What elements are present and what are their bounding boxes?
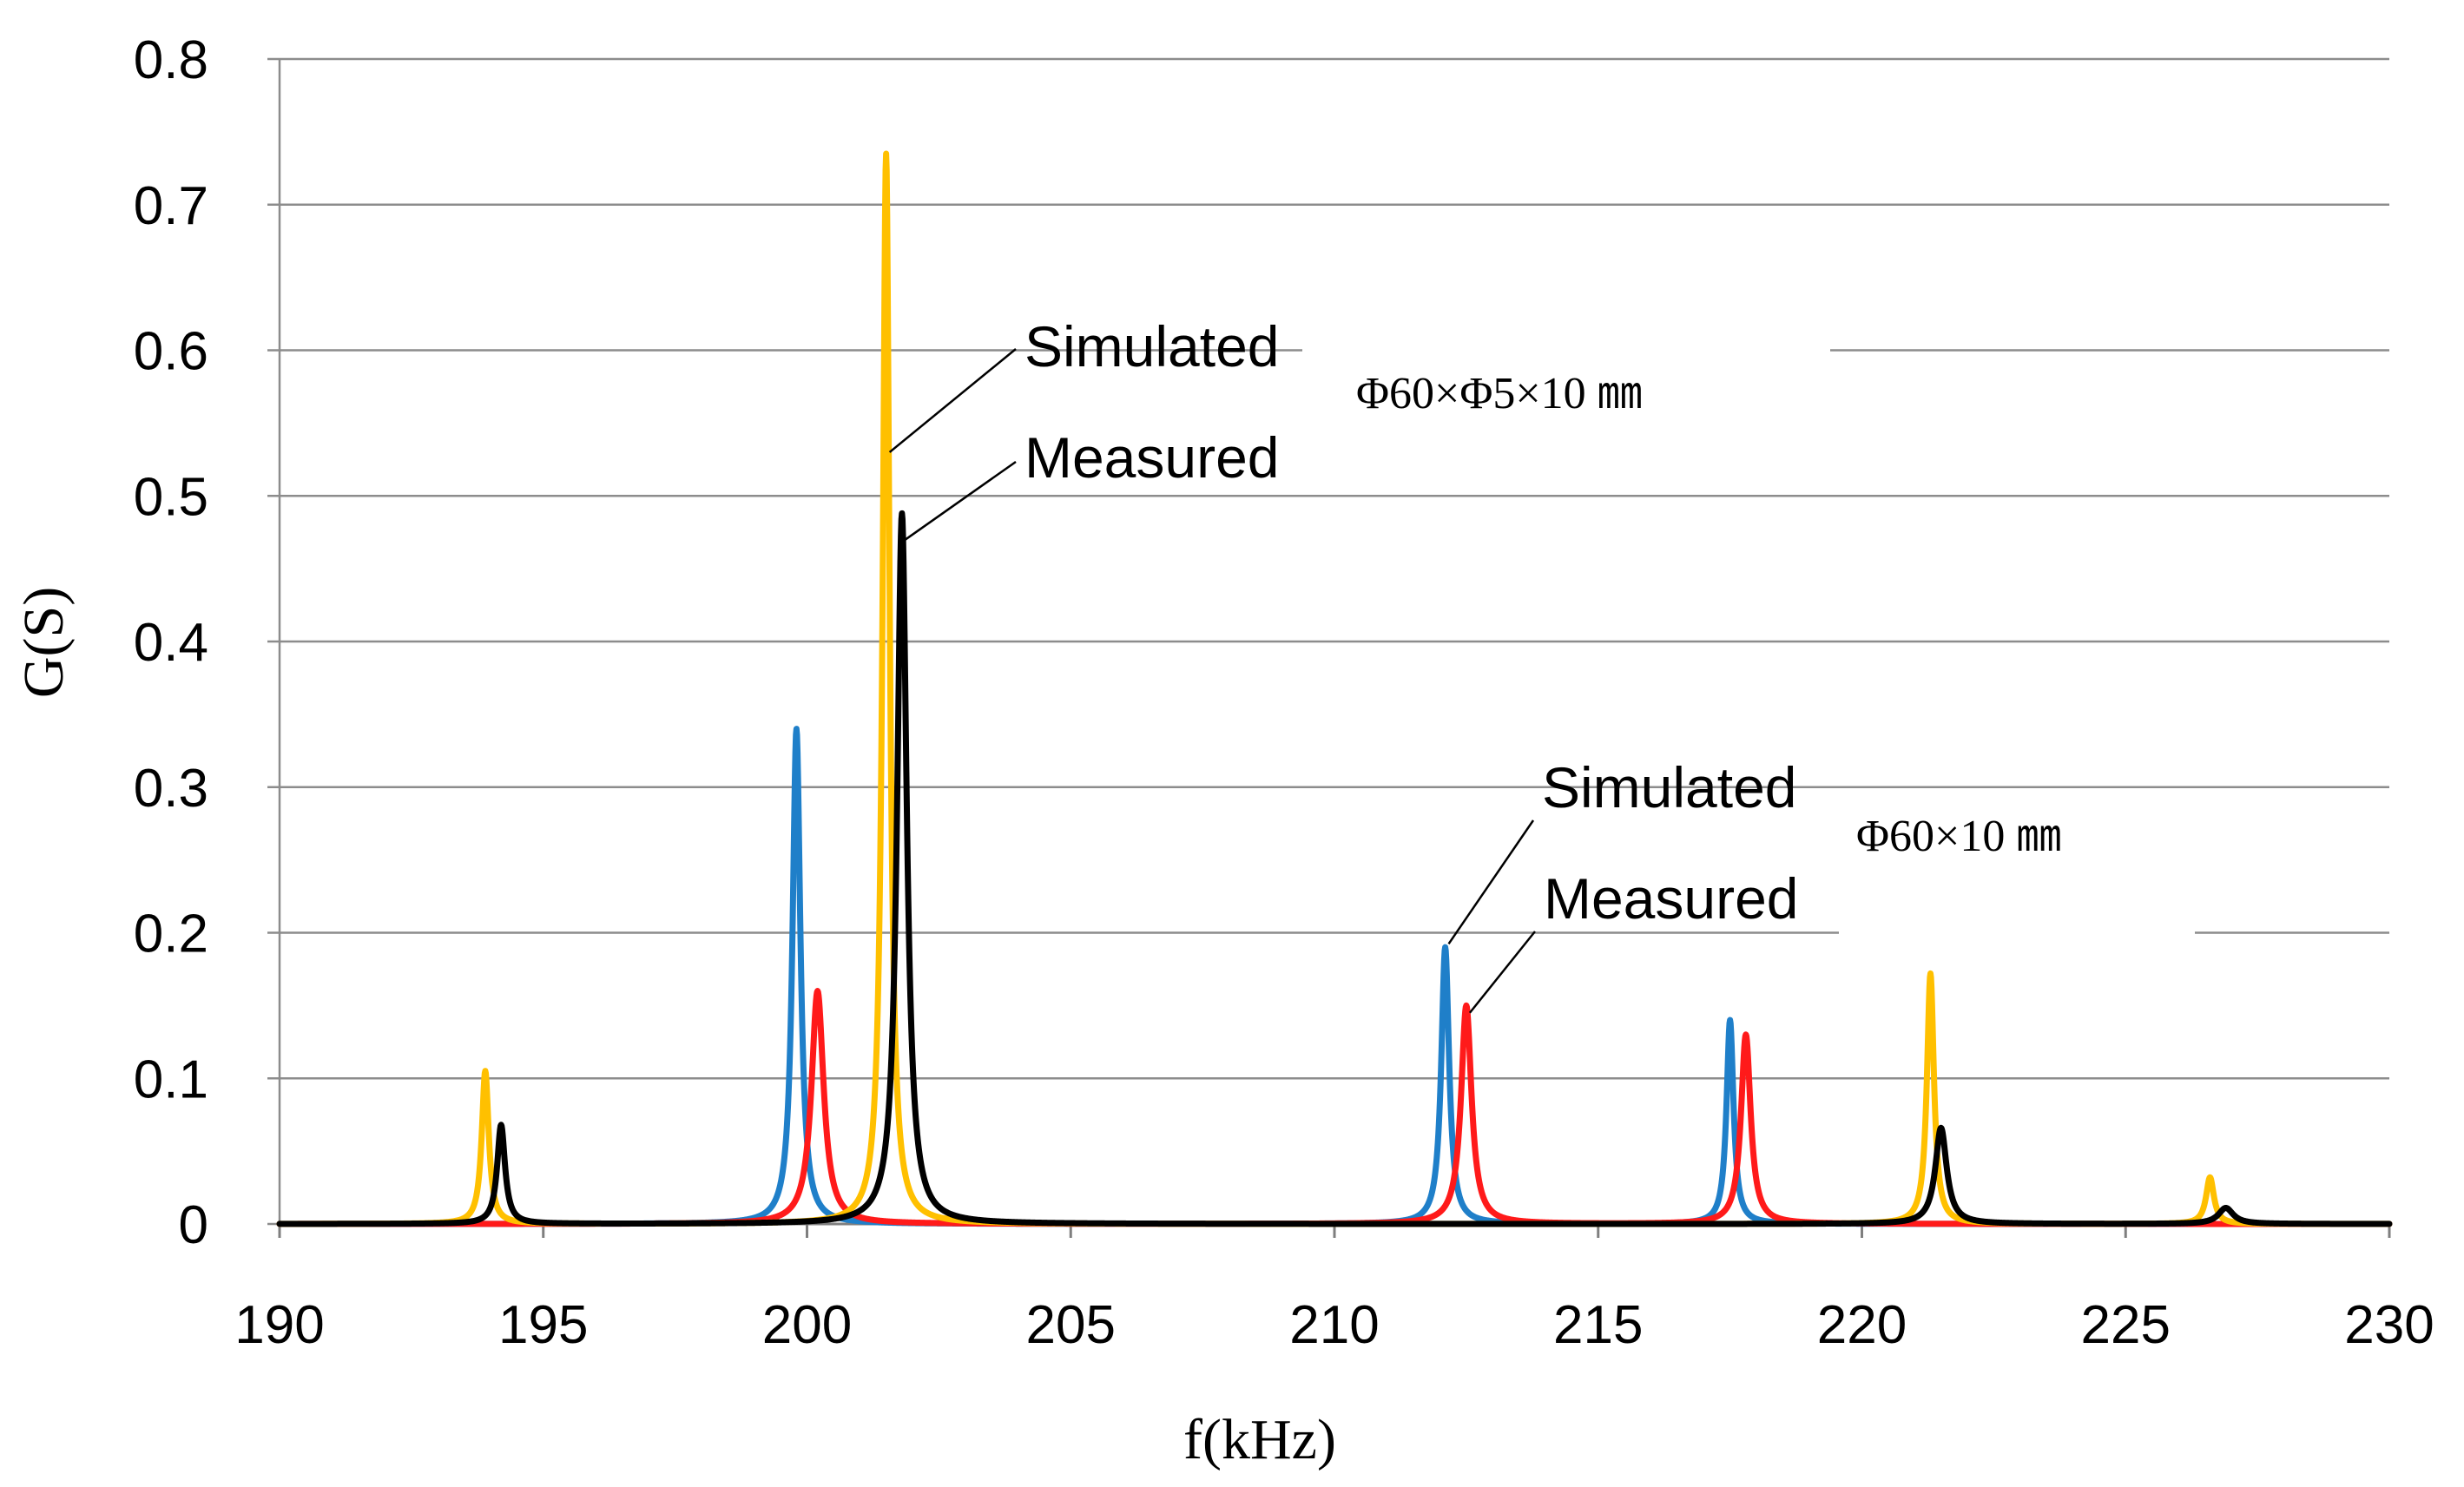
y-tick-label: 0.2 xyxy=(134,905,208,964)
series-line-1 xyxy=(276,726,2393,1227)
y-tick-label: 0.5 xyxy=(134,467,208,527)
x-axis-title: f(kHz) xyxy=(1183,1408,1336,1471)
x-tick-label: 200 xyxy=(762,1295,852,1355)
series-line-3 xyxy=(276,150,2393,1227)
y-tick-label: 0 xyxy=(179,1195,208,1255)
y-tick-label: 0.6 xyxy=(134,322,208,382)
x-tick-label: 205 xyxy=(1026,1295,1116,1355)
y-tick-label: 0.4 xyxy=(134,613,208,673)
annotation-dimension-1: Φ60×Φ5×10 ㎜ xyxy=(1356,369,1643,418)
annotation-measured-1: Measured xyxy=(1024,425,1280,490)
series-line-2 xyxy=(276,988,2393,1227)
series xyxy=(276,150,2393,1227)
axes: 0 0.1 0.2 0.3 0.4 0.5 0.6 0.7 0.8 190 195 200 205 210… xyxy=(12,30,2434,1471)
annotation-measured-2: Measured xyxy=(1544,866,1799,931)
y-tick-label: 0.3 xyxy=(134,759,208,819)
x-tick-label: 215 xyxy=(1553,1295,1643,1355)
x-tick-label: 225 xyxy=(2081,1295,2171,1355)
annotation-simulated-2: Simulated xyxy=(1542,755,1797,819)
y-tick-label: 0.1 xyxy=(134,1049,208,1109)
leader-measured-2 xyxy=(1468,931,1536,1014)
leader-simulated-1 xyxy=(888,348,1017,453)
y-tick-label: 0.7 xyxy=(134,176,208,236)
y-tick-label: 0.8 xyxy=(134,30,208,90)
annotation-simulated-1: Simulated xyxy=(1024,314,1280,378)
annotations: Simulated Measured Φ60×Φ5×10 ㎜ Simulated Mea… xyxy=(888,314,2061,1014)
gridlines xyxy=(280,57,2389,1226)
x-tick-label: 230 xyxy=(2344,1295,2434,1355)
y-axis-title: G(S) xyxy=(12,587,76,698)
x-tick-label: 210 xyxy=(1289,1295,1379,1355)
x-tick-label: 190 xyxy=(234,1295,324,1355)
annotation-dimension-2: Φ60×10 ㎜ xyxy=(1856,812,2061,861)
leader-simulated-2 xyxy=(1447,819,1535,944)
leader-measured-1 xyxy=(905,460,1017,541)
x-tick-label: 220 xyxy=(1817,1295,1907,1355)
x-tick-label: 195 xyxy=(498,1295,588,1355)
series-line-4 xyxy=(276,510,2393,1227)
